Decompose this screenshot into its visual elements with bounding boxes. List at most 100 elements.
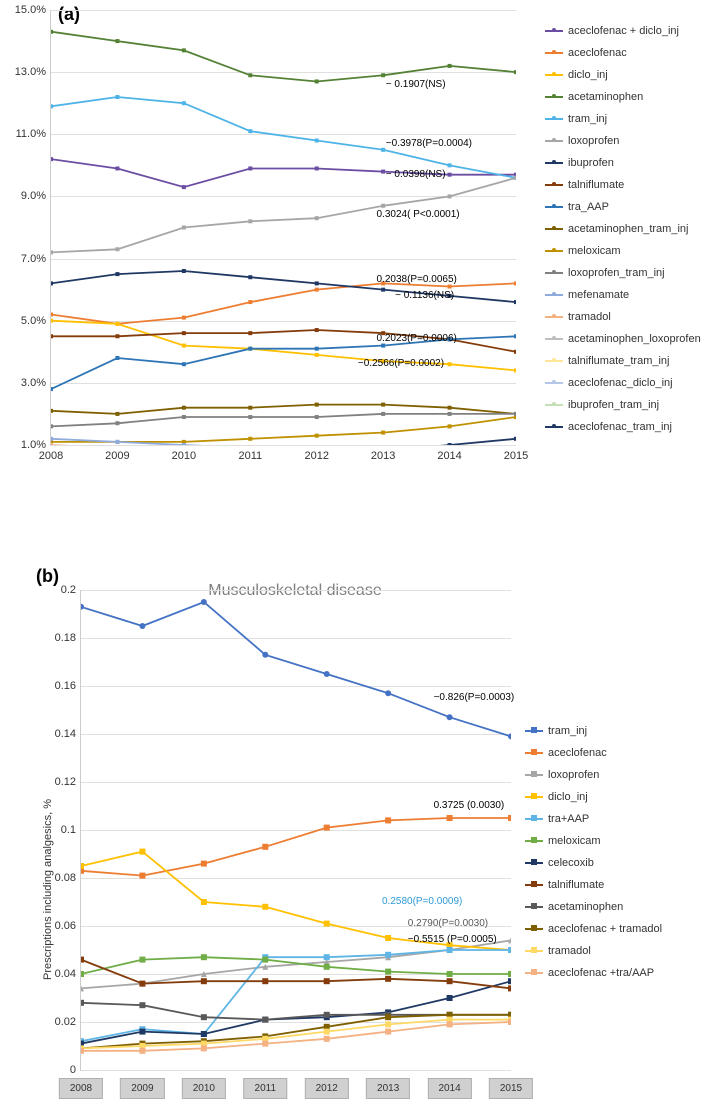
series-marker [248, 73, 252, 77]
legend-label: meloxicam [568, 240, 621, 262]
legend-item: tra+AAP [525, 808, 710, 830]
legend-swatch [545, 294, 563, 296]
chart-annotation: 0.2023(P=0.0006) [377, 333, 457, 344]
series-marker [262, 957, 268, 963]
legend-label: tram_inj [548, 720, 587, 742]
legend-label: loxoprofen_tram_inj [568, 262, 665, 284]
series-line [81, 981, 511, 1043]
legend-swatch [545, 426, 563, 428]
legend-swatch [545, 338, 563, 340]
legend-item: aceclofenac_tram_inj [545, 416, 710, 438]
series-marker [248, 219, 252, 223]
series-marker [385, 969, 391, 975]
legend-item: tram_inj [545, 108, 710, 130]
legend-swatch [545, 74, 563, 76]
series-marker [115, 272, 119, 276]
series-marker [248, 347, 252, 351]
panel-a: (a) 1.0%3.0%5.0%7.0%9.0%11.0%13.0%15.0% … [0, 0, 714, 520]
series-marker [248, 406, 252, 410]
series-marker [201, 599, 207, 605]
series-marker [182, 331, 186, 335]
series-marker [182, 443, 186, 445]
series-marker [448, 64, 452, 68]
plot-a-svg [51, 10, 516, 445]
legend-item: aceclofenac [545, 42, 710, 64]
legend-item: ibuprofen [545, 152, 710, 174]
series-marker [514, 350, 516, 354]
series-line [51, 159, 516, 187]
series-line [51, 32, 516, 82]
series-marker [201, 978, 207, 984]
series-marker [508, 733, 511, 739]
chart-annotation: 0.3024( P<0.0001) [377, 209, 460, 220]
gridline [51, 445, 516, 446]
legend-swatch [545, 360, 563, 362]
legend-item: talniflumate [525, 874, 710, 896]
series-marker [315, 415, 319, 419]
series-marker [182, 185, 186, 189]
legend-swatch [525, 950, 543, 952]
legend-label: acetaminophen [548, 896, 623, 918]
legend-swatch [545, 404, 563, 406]
series-marker [385, 817, 391, 823]
legend-label: aceclofenac + diclo_inj [568, 20, 679, 42]
y-tick-label: 0 [70, 1064, 76, 1076]
panel-b-ylabel: Prescriptions including analgesics, % [42, 799, 54, 980]
legend-swatch [525, 862, 543, 864]
legend-b: tram_injaceclofenacloxoprofendiclo_injtr… [525, 720, 710, 984]
series-marker [81, 863, 84, 869]
legend-swatch [545, 140, 563, 142]
series-marker [447, 971, 453, 977]
series-marker [182, 269, 186, 273]
legend-label: aceclofenac [568, 42, 627, 64]
y-tick-label: 0.18 [55, 632, 76, 644]
series-marker [381, 288, 385, 292]
series-marker [139, 1002, 145, 1008]
series-line [51, 414, 516, 427]
panel-b: (b) Musculoskeletal disease Prescription… [0, 540, 714, 1120]
series-marker [201, 861, 207, 867]
series-marker [447, 978, 453, 984]
series-line [51, 405, 516, 414]
legend-label: acetaminophen_tram_inj [568, 218, 688, 240]
legend-label: aceclofenac +tra/AAP [548, 962, 654, 984]
series-marker [315, 347, 319, 351]
chart-annotation: −0.5515 (P=0.0005) [408, 934, 497, 945]
legend-label: diclo_inj [568, 64, 608, 86]
y-tick-label: 5.0% [21, 315, 46, 327]
legend-swatch [525, 928, 543, 930]
legend-swatch [545, 30, 563, 32]
x-tick-label: 2015 [504, 450, 528, 462]
series-marker [81, 1000, 84, 1006]
series-marker [51, 157, 53, 161]
series-marker [315, 281, 319, 285]
x-tick-label: 2013 [371, 450, 395, 462]
series-marker [248, 129, 252, 133]
gridline [81, 1070, 511, 1071]
legend-label: ibuprofen_tram_inj [568, 394, 659, 416]
series-marker [324, 1029, 330, 1035]
x-tick-label: 2011 [238, 450, 262, 462]
series-marker [81, 604, 84, 610]
y-tick-label: 15.0% [15, 4, 46, 16]
legend-swatch [525, 796, 543, 798]
y-tick-label: 0.12 [55, 776, 76, 788]
legend-item: aceclofenac +tra/AAP [525, 962, 710, 984]
legend-swatch [545, 162, 563, 164]
series-marker [324, 954, 330, 960]
y-tick-label: 0.14 [55, 728, 76, 740]
x-tick-label: 2014 [437, 450, 461, 462]
legend-label: acetaminophen_loxoprofen [568, 328, 701, 350]
legend-swatch [525, 884, 543, 886]
legend-swatch [545, 118, 563, 120]
x-tick-label: 2013 [366, 1078, 410, 1099]
legend-item: meloxicam [525, 830, 710, 852]
legend-label: diclo_inj [548, 786, 588, 808]
y-tick-label: 0.06 [55, 920, 76, 932]
series-marker [115, 39, 119, 43]
x-tick-label: 2008 [59, 1078, 103, 1099]
series-marker [381, 431, 385, 435]
series-marker [508, 815, 511, 821]
series-marker [514, 437, 516, 441]
legend-swatch [545, 250, 563, 252]
